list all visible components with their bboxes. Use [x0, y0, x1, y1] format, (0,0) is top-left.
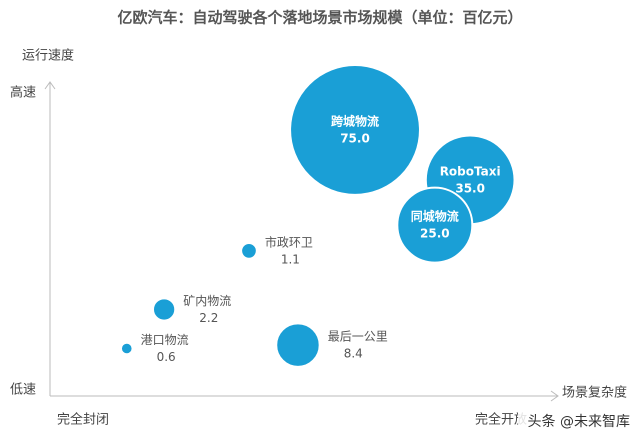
bubble-value: 1.1	[281, 252, 300, 266]
x-axis-title: 场景复杂度	[562, 385, 627, 401]
bubble	[240, 241, 258, 260]
bubble-value: 35.0	[455, 181, 485, 195]
bubble-name: 港口物流	[141, 333, 189, 347]
bubble-value: 8.4	[344, 347, 363, 361]
y-arrow	[44, 81, 56, 90]
x-high-label: 完全开放	[475, 412, 527, 428]
plot-area: 跨城物流 75.0 RoboTaxi 35.0 同城物流 25.0 市政环卫 1.1 矿内物流 2…	[119, 63, 516, 368]
bubble-value: 75.0	[340, 131, 370, 145]
bubble	[152, 297, 177, 322]
bubble-name: 矿内物流	[183, 294, 231, 308]
bubble-value: 0.6	[157, 350, 176, 364]
bubble-name: RoboTaxi	[440, 164, 501, 178]
bubble-value: 2.2	[199, 311, 218, 325]
bubble	[396, 186, 474, 264]
y-low-label: 低速	[10, 383, 36, 398]
bubble	[119, 341, 134, 356]
bubble	[275, 322, 321, 368]
y-axis-title: 运行速度	[22, 48, 74, 64]
x-low-label: 完全封闭	[57, 412, 109, 428]
bubble-name: 同城物流	[411, 209, 459, 224]
bubble-name: 跨城物流	[331, 113, 379, 128]
bubble-name: 最后一公里	[328, 330, 388, 344]
watermark-bg	[518, 410, 640, 434]
y-high-label: 高速	[10, 85, 36, 101]
x-arrow	[550, 390, 559, 402]
bubble	[289, 63, 421, 196]
bubble-value: 25.0	[420, 227, 450, 241]
bubble-name: 市政环卫	[265, 234, 313, 249]
chart-title: 亿欧汽车：自动驾驶各个落地场景市场规模（单位：百亿元）	[117, 9, 522, 27]
watermark: 头条 @未来智库	[528, 413, 630, 430]
